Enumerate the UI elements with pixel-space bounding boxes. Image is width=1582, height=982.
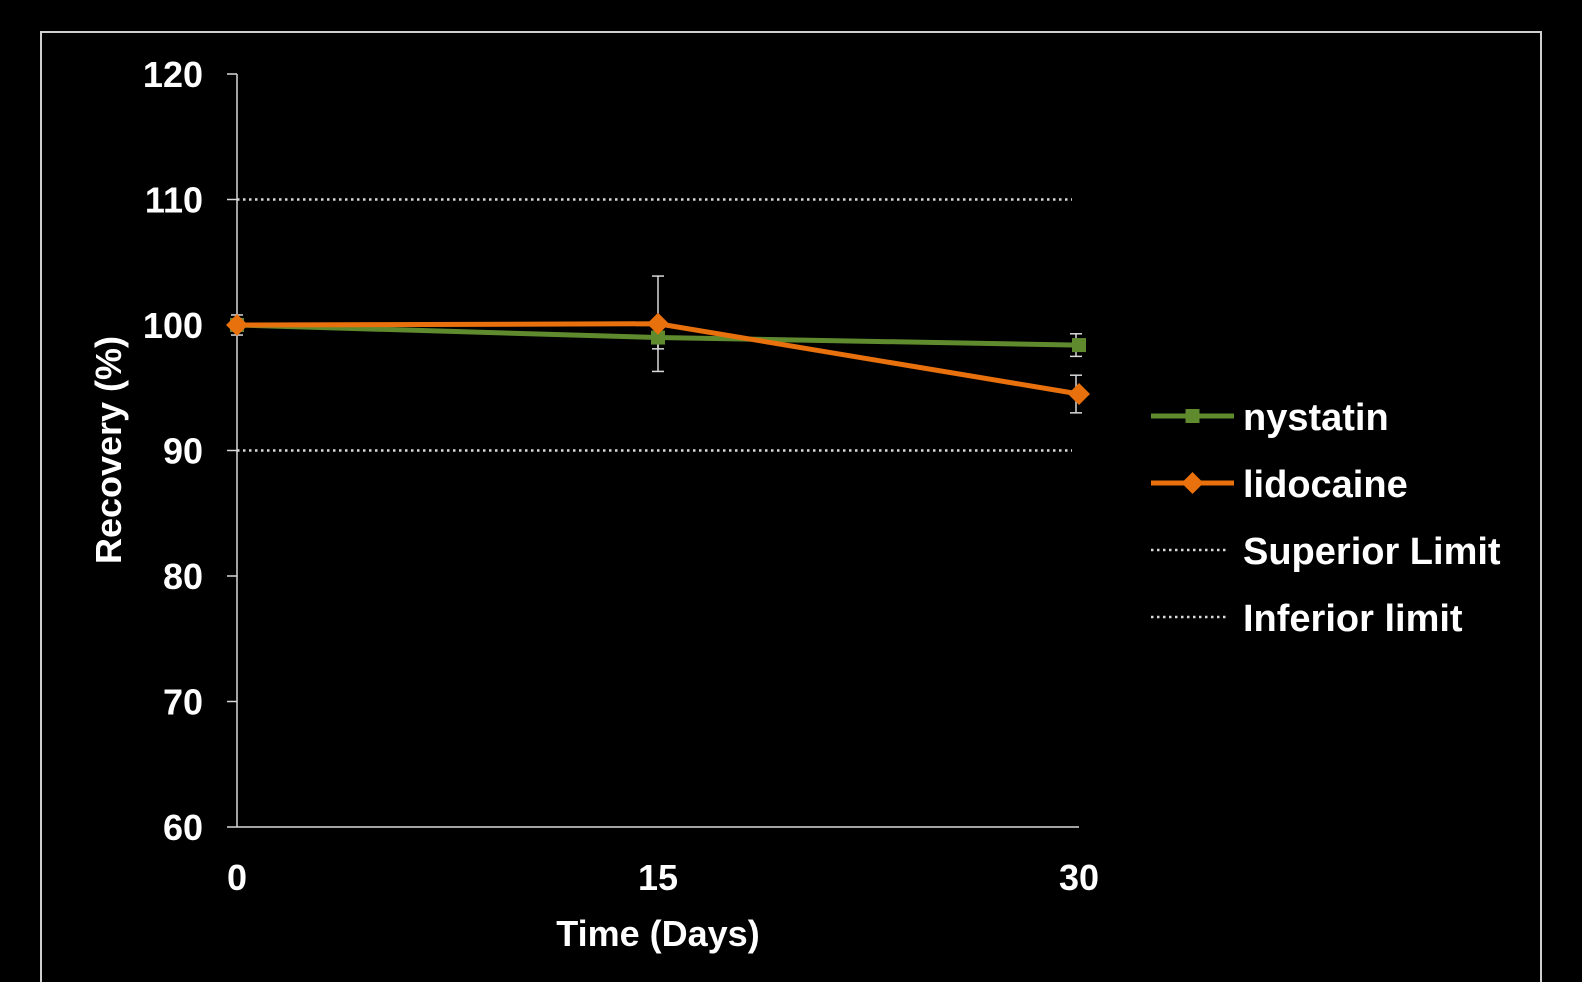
y-tick-label: 120 — [143, 54, 203, 95]
y-tick-label: 70 — [163, 682, 203, 723]
data-point-lidocaine — [226, 314, 248, 336]
legend: nystatin lidocaine Superior Limit Inferior … — [1151, 397, 1501, 640]
data-point-nystatin — [651, 330, 665, 345]
x-axis-title: Time (Days) — [556, 913, 759, 954]
y-tick-label: 110 — [145, 180, 203, 221]
data-point-nystatin — [1072, 338, 1086, 353]
chart-frame — [40, 31, 1542, 982]
legend-label: Inferior limit — [1243, 598, 1463, 640]
legend-marker-lidocaine — [1181, 472, 1204, 494]
legend-label: nystatin — [1243, 397, 1389, 439]
y-tick-label: 100 — [143, 305, 203, 346]
legend-marker-nystatin — [1185, 409, 1200, 423]
x-tick-label: 15 — [638, 857, 678, 898]
y-axis-title: Recovery (%) — [88, 336, 129, 564]
y-tick-label: 90 — [163, 431, 203, 472]
x-tick-label: 30 — [1059, 857, 1099, 898]
data-point-lidocaine — [647, 312, 669, 335]
y-tick-label: 60 — [163, 807, 203, 848]
y-tick-label: 80 — [163, 556, 203, 597]
legend-label: lidocaine — [1243, 464, 1408, 506]
data-point-lidocaine — [1068, 383, 1090, 406]
x-tick-label: 0 — [227, 857, 247, 898]
legend-label: Superior Limit — [1243, 531, 1501, 573]
